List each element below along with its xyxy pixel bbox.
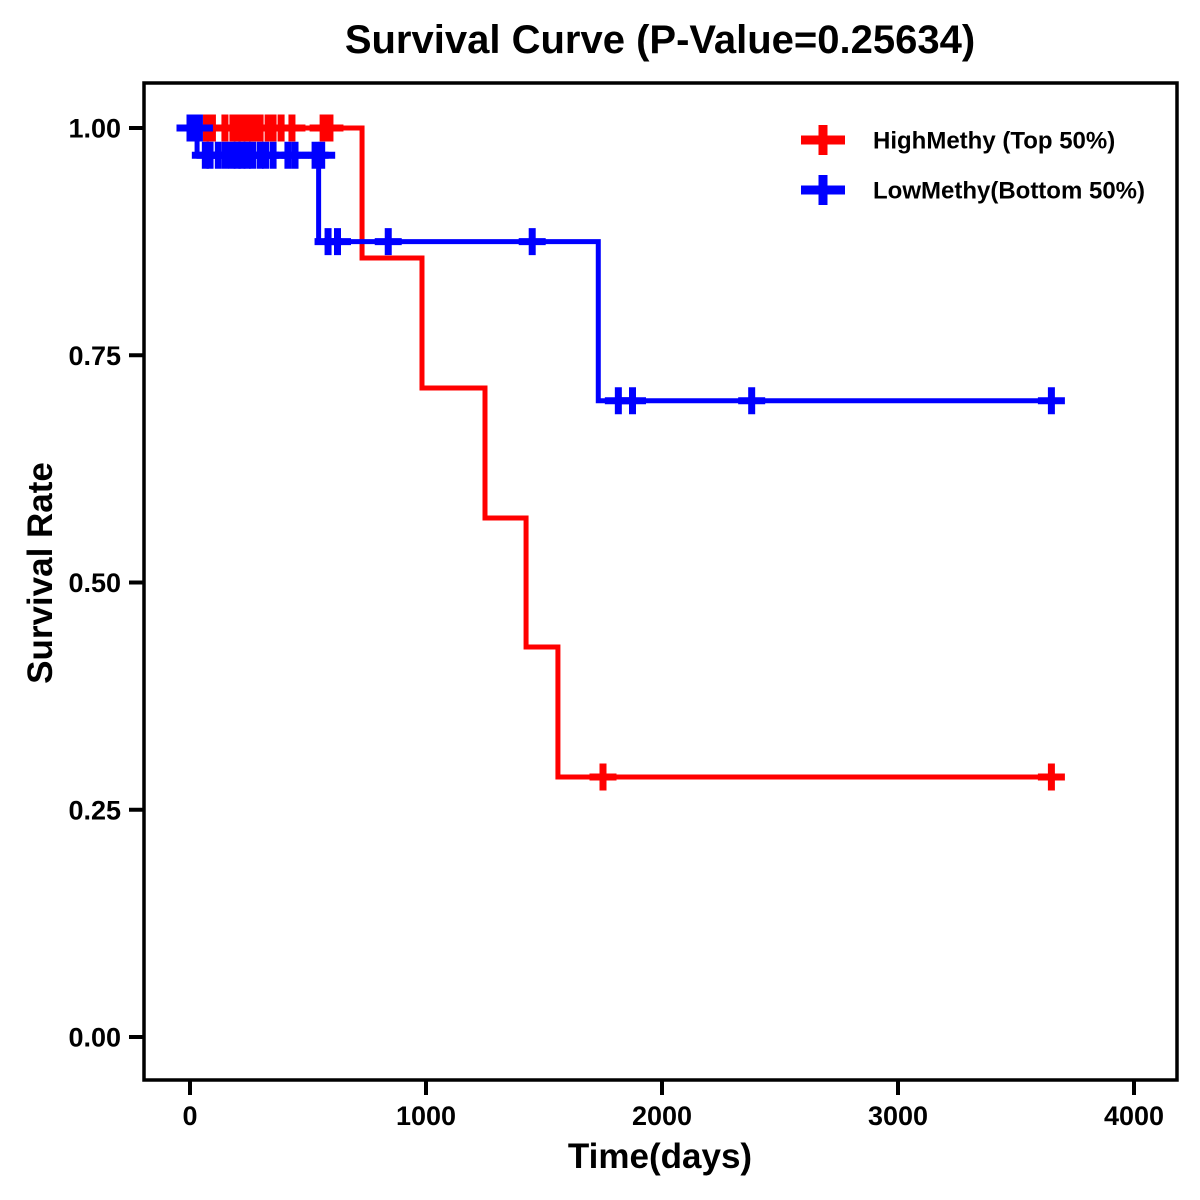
x-tick-label-0: 0 [182,1101,197,1131]
y-tick-label-0.50: 0.50 [68,568,121,598]
survival-curve-0 [190,125,1052,780]
censor-mark-1 [324,228,351,256]
x-tick-label-4000: 4000 [1104,1101,1164,1131]
y-tick-label-0.00: 0.00 [68,1023,121,1053]
legend-marker-0 [801,125,845,155]
x-tick-label-2000: 2000 [632,1101,692,1131]
censor-mark-1 [738,387,766,415]
x-tick-label-1000: 1000 [396,1101,456,1131]
x-tick-label-3000: 3000 [868,1101,928,1131]
censor-mark-1 [374,228,402,256]
censor-mark-1 [518,228,546,256]
plot-area: 1.00 0.75 0.50 0.25 0.00 0 1000 2000 3000 4000 Hig… [68,81,1179,1131]
censor-mark-0 [1037,763,1065,791]
censor-mark-1 [619,387,646,415]
legend-label-1: LowMethy(Bottom 50%) [873,178,1145,205]
censor-mark-1 [185,114,213,142]
y-tick-label-0.25: 0.25 [68,795,121,825]
x-axis-label: Time(days) [568,1137,752,1176]
legend-label-0: HighMethy (Top 50%) [873,128,1115,155]
y-tick-label-0.75: 0.75 [68,341,121,371]
legend-marker-1 [801,175,845,205]
censor-mark-1 [308,141,336,169]
plot-border [142,81,1179,1082]
censor-mark-0 [589,763,617,791]
censor-mark-1 [1037,387,1065,415]
chart-title: Survival Curve (P-Value=0.25634) [345,18,975,62]
censor-mark-0 [278,114,306,142]
survival-curve-1 [190,125,1052,404]
y-tick-label-1.00: 1.00 [68,114,121,144]
y-axis-label: Survival Rate [21,462,60,684]
censor-mark-0 [316,114,344,142]
